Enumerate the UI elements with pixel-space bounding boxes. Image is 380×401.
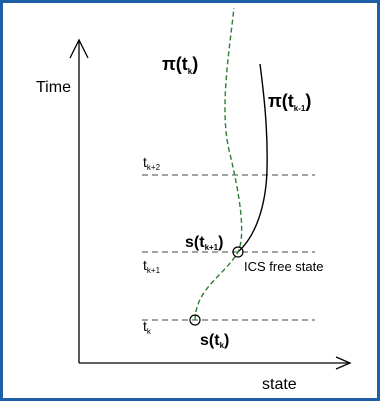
state-circle-s-tk1 xyxy=(232,246,244,258)
label-s-tk1: s(tk+1) xyxy=(185,234,223,252)
y-axis-label: Time xyxy=(36,79,71,96)
y-axis-arrow xyxy=(69,38,89,59)
label-ics-free-state: ICS free state xyxy=(244,259,323,274)
label-tk2: tk+2 xyxy=(143,154,161,172)
trajectory-pi-tk-minus-1 xyxy=(237,63,268,253)
label-pi-tk: π(tk) xyxy=(162,54,198,76)
x-axis-arrow xyxy=(335,356,352,370)
label-tk: tk xyxy=(143,318,152,336)
state-circle-s-tk xyxy=(189,314,201,326)
label-tk1: tk+1 xyxy=(143,257,161,275)
label-pi-tk-minus-1: π(tk-1) xyxy=(268,91,311,113)
label-s-tk: s(tk) xyxy=(200,332,229,350)
x-axis-label: state xyxy=(262,376,297,393)
trajectory-pi-tk xyxy=(194,7,243,321)
